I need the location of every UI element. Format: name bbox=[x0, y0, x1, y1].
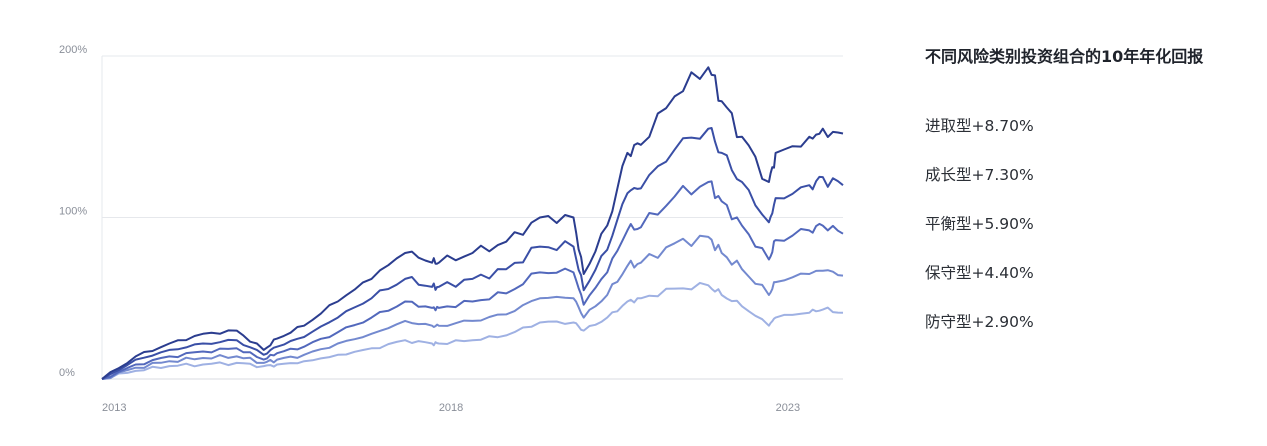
legend-item-aggressive: 进取型+8.70% bbox=[925, 117, 1034, 135]
legend-item-conservative: 保守型+4.40% bbox=[925, 264, 1034, 282]
series-line-0 bbox=[101, 66, 844, 380]
y-axis: 0% 100% 200% bbox=[59, 44, 87, 379]
x-axis: 2013 2018 2023 bbox=[102, 402, 800, 414]
x-tick-label: 2023 bbox=[776, 402, 800, 414]
series-line-2 bbox=[101, 180, 844, 380]
legend: 不同风险类别投资组合的10年年化回报 进取型+8.70% 成长型+7.30% 平… bbox=[925, 42, 1203, 347]
series-line-3 bbox=[101, 234, 844, 380]
legend-list: 进取型+8.70% 成长型+7.30% 平衡型+5.90% 保守型+4.40% … bbox=[925, 102, 1203, 347]
chart-title: 不同风险类别投资组合的10年年化回报 bbox=[925, 47, 1204, 66]
x-tick-label: 2018 bbox=[439, 402, 463, 414]
x-tick-label: 2013 bbox=[102, 402, 126, 414]
y-tick-label: 0% bbox=[59, 367, 75, 379]
series-lines bbox=[101, 66, 844, 380]
grid-lines bbox=[101, 55, 843, 380]
line-chart: 0% 100% 200% 2013 2018 2023 bbox=[59, 44, 844, 414]
y-tick-label: 100% bbox=[59, 206, 87, 218]
series-line-4 bbox=[101, 281, 844, 380]
series-line-1 bbox=[101, 127, 844, 380]
y-tick-label: 200% bbox=[59, 44, 87, 56]
legend-item-balanced: 平衡型+5.90% bbox=[925, 215, 1034, 233]
legend-item-defensive: 防守型+2.90% bbox=[925, 313, 1034, 331]
legend-item-growth: 成长型+7.30% bbox=[925, 166, 1034, 184]
